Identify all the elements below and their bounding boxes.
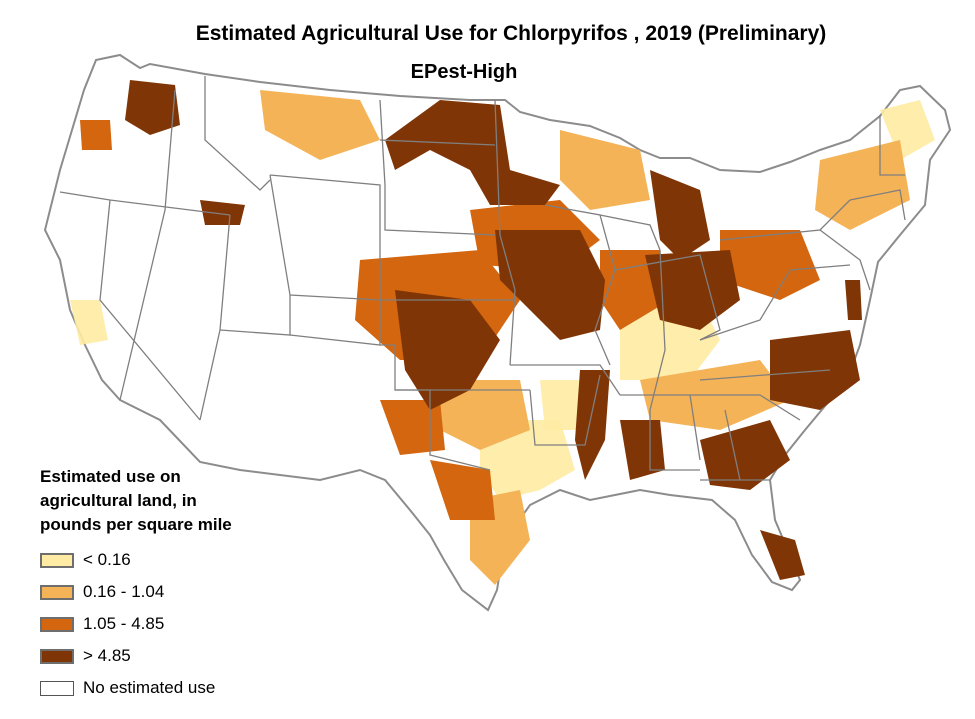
area-high bbox=[125, 80, 180, 135]
area-high bbox=[700, 420, 790, 490]
legend-label: No estimated use bbox=[83, 678, 216, 697]
legend-item-none: No estimated use bbox=[40, 677, 340, 709]
area-high bbox=[395, 290, 500, 410]
area-high bbox=[200, 200, 245, 225]
area-high bbox=[770, 330, 860, 410]
legend-swatch bbox=[40, 649, 74, 664]
area-low bbox=[880, 100, 935, 160]
area-high bbox=[620, 420, 665, 480]
area-high bbox=[650, 170, 710, 260]
legend-item-medium: 1.05 - 4.85 bbox=[40, 613, 340, 645]
legend-item-low: 0.16 - 1.04 bbox=[40, 581, 340, 613]
map-title: Estimated Agricultural Use for Chlorpyri… bbox=[195, 22, 827, 45]
usage-areas bbox=[70, 80, 935, 585]
legend-item-lowest: < 0.16 bbox=[40, 549, 340, 581]
legend-label: 0.16 - 1.04 bbox=[83, 582, 165, 601]
legend-label: > 4.85 bbox=[83, 646, 131, 665]
legend-item-high: > 4.85 bbox=[40, 645, 340, 677]
area-high bbox=[845, 280, 862, 320]
area-high bbox=[645, 250, 740, 330]
legend-title: Estimated use on agricultural land, in p… bbox=[40, 467, 232, 534]
area-mid-low bbox=[560, 130, 650, 210]
area-high bbox=[385, 100, 560, 205]
area-mid-high bbox=[720, 230, 820, 300]
area-mid-low bbox=[815, 140, 910, 230]
legend-label: 1.05 - 4.85 bbox=[83, 614, 165, 633]
legend: Estimated use on agricultural land, in p… bbox=[40, 465, 340, 709]
legend-label: < 0.16 bbox=[83, 550, 131, 569]
area-high bbox=[575, 370, 610, 480]
legend-swatch bbox=[40, 681, 74, 696]
area-mid-high bbox=[380, 400, 445, 455]
state-borders bbox=[59, 76, 906, 481]
area-mid-high bbox=[80, 120, 112, 150]
area-mid-low bbox=[260, 90, 380, 160]
area-high bbox=[760, 530, 805, 580]
legend-swatch bbox=[40, 585, 74, 600]
map-subtitle: EPest-High bbox=[410, 61, 518, 83]
legend-swatch bbox=[40, 617, 74, 632]
area-low bbox=[70, 300, 108, 345]
area-mid-high bbox=[430, 460, 495, 520]
area-high bbox=[495, 230, 605, 340]
legend-swatch bbox=[40, 553, 74, 568]
